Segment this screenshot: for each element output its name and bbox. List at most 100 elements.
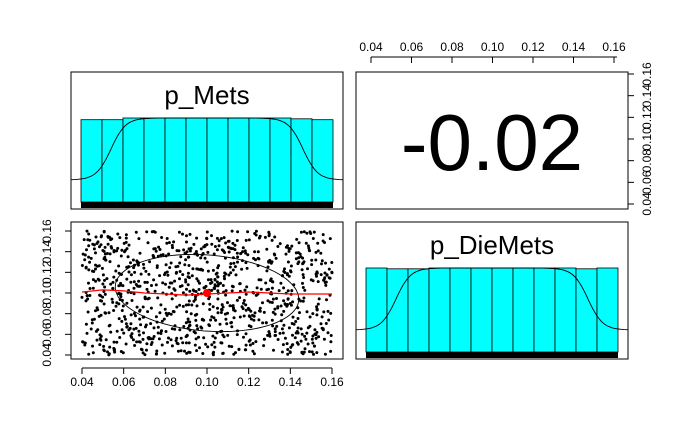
- scatter-point: [294, 320, 298, 323]
- hist-bar: [512, 267, 535, 353]
- scatter-point: [212, 350, 216, 354]
- scatter-point: [323, 352, 327, 356]
- scatter-point: [253, 250, 257, 254]
- scatter-point: [203, 243, 207, 247]
- scatter-point: [104, 338, 108, 342]
- scatter-point: [185, 240, 188, 244]
- scatter-point: [187, 299, 191, 303]
- scatter-point: [291, 300, 295, 304]
- scatter-point: [301, 273, 305, 277]
- scatter-point: [284, 252, 288, 256]
- scatter-point: [112, 309, 116, 312]
- scatter-point: [316, 241, 320, 245]
- scatter-point: [151, 337, 155, 341]
- scatter-point: [230, 289, 234, 293]
- scatter-point: [271, 297, 275, 301]
- scatter-point: [254, 293, 258, 297]
- scatter-point: [273, 307, 277, 311]
- scatter-point: [121, 351, 125, 355]
- scatter-point: [156, 325, 160, 329]
- scatter-point: [199, 267, 203, 271]
- scatter-point: [308, 315, 312, 319]
- scatter-point: [115, 249, 119, 253]
- scatter-point: [308, 324, 312, 328]
- scatter-point: [315, 313, 319, 317]
- scatter-point: [108, 260, 112, 264]
- scatter-point: [102, 348, 106, 352]
- scatter-point: [221, 333, 225, 337]
- scatter-point: [257, 318, 261, 322]
- scatter-point: [215, 331, 219, 335]
- scatter-point: [308, 230, 312, 234]
- scatter-point: [111, 300, 115, 304]
- scatter-point: [174, 271, 178, 275]
- scatter-point: [291, 315, 295, 319]
- scatter-point: [204, 342, 208, 346]
- axis-right: 0.04 0.06 0.08 0.10 0.12 0.14 0.16: [627, 62, 654, 216]
- scatter-point: [181, 341, 185, 345]
- scatter-point: [247, 238, 251, 242]
- scatter-point: [124, 240, 128, 244]
- scatter-point: [118, 336, 122, 339]
- scatter-point: [302, 276, 306, 279]
- scatter-point: [316, 302, 320, 306]
- scatter-point: [224, 293, 228, 297]
- scatter-point: [255, 286, 259, 290]
- scatter-point: [174, 339, 178, 343]
- scatter-point: [181, 304, 185, 308]
- scatter-point: [327, 318, 331, 322]
- scatter-point: [197, 335, 200, 339]
- scatter-point: [120, 319, 124, 323]
- scatter-point: [192, 242, 196, 246]
- scatter-point: [209, 318, 213, 322]
- axis-right-tick-label: 0.16: [640, 62, 654, 86]
- scatter-point: [190, 303, 194, 307]
- hist-bar: [311, 119, 334, 203]
- scatter-point: [205, 230, 209, 234]
- scatter-point: [286, 352, 290, 356]
- scatter-point: [242, 335, 245, 339]
- scatter-point: [323, 271, 327, 275]
- scatter-point: [132, 292, 136, 296]
- axis-bottom-tick-label: 0.04: [70, 375, 94, 389]
- scatter-point: [94, 251, 97, 255]
- scatter-point: [293, 336, 297, 340]
- scatter-point: [181, 291, 185, 295]
- scatter-point: [258, 309, 262, 313]
- scatter-point: [138, 309, 142, 313]
- scatter-point: [129, 261, 132, 265]
- scatter-point: [210, 288, 214, 292]
- axis-top-tick-label: 0.14: [562, 40, 586, 54]
- scatter-point: [142, 331, 145, 335]
- scatter-point: [232, 261, 236, 265]
- scatter-point: [265, 269, 269, 273]
- scatter-point: [273, 334, 277, 337]
- scatter-point: [307, 248, 311, 252]
- scatter-point: [94, 329, 98, 333]
- scatter-point: [310, 337, 314, 341]
- scatter-point: [230, 229, 234, 233]
- scatter-point: [87, 255, 91, 259]
- scatter-point: [202, 286, 206, 290]
- scatter-point: [176, 349, 180, 353]
- scatter-point: [311, 237, 315, 240]
- scatter-point: [217, 264, 221, 268]
- scatter-point: [224, 241, 228, 245]
- scatter-point: [186, 283, 190, 287]
- scatter-point: [256, 250, 260, 254]
- scatter-point: [244, 303, 248, 307]
- scatter-point: [142, 266, 146, 270]
- scatter-point: [296, 331, 300, 335]
- scatter-point: [304, 337, 308, 341]
- scatter-point: [187, 303, 191, 307]
- scatter-point: [184, 341, 188, 345]
- scatter-point: [152, 278, 156, 282]
- hist-bar: [407, 268, 430, 353]
- scatter-point: [139, 272, 143, 276]
- scatter-point: [216, 297, 220, 301]
- scatter-point: [310, 263, 314, 267]
- scatter-point: [321, 233, 325, 237]
- scatter-point: [147, 296, 151, 300]
- scatter-point: [278, 331, 282, 335]
- scatter-point: [91, 344, 94, 348]
